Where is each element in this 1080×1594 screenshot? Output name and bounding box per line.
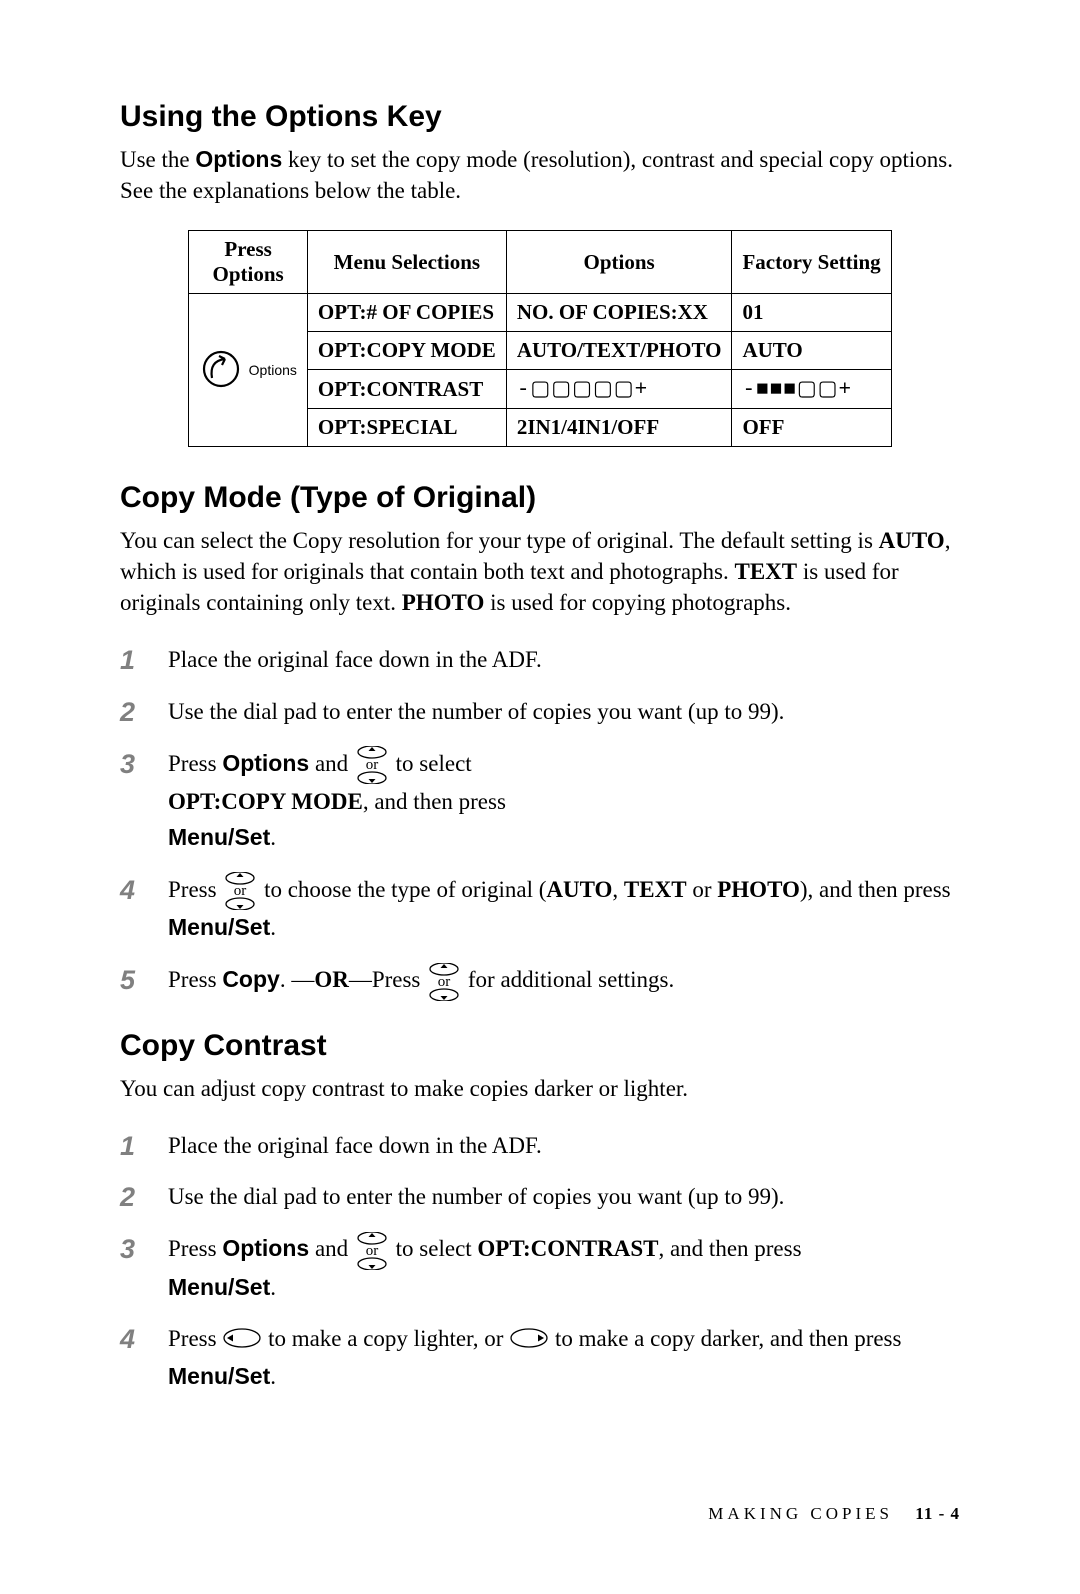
copy-mode-steps: Place the original face down in the ADF.… (120, 642, 960, 1000)
footer-label: MAKING COPIES (708, 1504, 893, 1523)
header-press: Press (224, 237, 271, 261)
text: , (612, 877, 624, 902)
text: , and then press (658, 1236, 801, 1261)
step-3: Press Options and to select OPT:CONTRAST… (120, 1231, 960, 1305)
options-keyword: Options (195, 146, 282, 172)
nav-or-icon (354, 1232, 390, 1270)
cell-options: NO. OF COPIES:XX (506, 294, 732, 332)
cell-menu: OPT:# OF COPIES (307, 294, 506, 332)
section3-intro: You can adjust copy contrast to make cop… (120, 1073, 960, 1104)
text: is used for copying photographs. (484, 590, 791, 615)
text: to choose the type of original ( (264, 877, 546, 902)
cell-factory: OFF (732, 409, 891, 447)
step-1: Place the original face down in the ADF. (120, 1128, 960, 1164)
keyword-auto: AUTO (879, 528, 945, 553)
text: for additional settings. (468, 967, 674, 992)
arrow-left-icon (222, 1323, 262, 1359)
step-5: Press Copy. —OR—Press for additional set… (120, 962, 960, 1001)
header-options: Options (213, 262, 284, 286)
step-2: Use the dial pad to enter the number of … (120, 694, 960, 730)
text: —Press (349, 967, 426, 992)
options-table: Press Options Menu Selections Options Fa… (188, 230, 891, 447)
section-title-options-key: Using the Options Key (120, 100, 960, 134)
step-3: Press Options and to select OPT:COPY MOD… (120, 746, 960, 856)
section-title-copy-mode: Copy Mode (Type of Original) (120, 481, 960, 515)
text: Press (168, 967, 222, 992)
text: to select (396, 751, 472, 776)
cell-factory: AUTO (732, 332, 891, 370)
text: . (270, 1275, 276, 1300)
section-title-copy-contrast: Copy Contrast (120, 1029, 960, 1063)
keyword-menu-set: Menu/Set (168, 1274, 270, 1300)
keyword-menu-set: Menu/Set (168, 914, 270, 940)
nav-or-icon (426, 963, 462, 1001)
keyword-or: OR (314, 967, 349, 992)
text: or (687, 877, 718, 902)
options-keyword: Options (222, 1235, 309, 1261)
col-factory-setting: Factory Setting (732, 231, 891, 294)
text: to make a copy darker, and then press (555, 1326, 902, 1351)
cell-options: 2IN1/4IN1/OFF (506, 409, 732, 447)
keyword-opt-contrast: OPT:CONTRAST (477, 1236, 658, 1261)
keyword-text: TEXT (735, 559, 798, 584)
cell-menu: OPT:CONTRAST (307, 370, 506, 409)
col-options: Options (506, 231, 732, 294)
text: Press (168, 751, 222, 776)
cell-options: -▢▢▢▢▢+ (506, 370, 732, 409)
manual-page: Using the Options Key Use the Options ke… (0, 0, 1080, 1594)
keyword-menu-set: Menu/Set (168, 824, 270, 850)
cell-menu: OPT:COPY MODE (307, 332, 506, 370)
options-key-cell: Options (189, 294, 308, 447)
nav-or-icon (354, 746, 390, 784)
step-4: Press to make a copy lighter, or to make… (120, 1321, 960, 1394)
keyword-photo: PHOTO (402, 590, 485, 615)
text: and (309, 751, 354, 776)
options-keyword: Options (222, 750, 309, 776)
col-menu-selections: Menu Selections (307, 231, 506, 294)
keyword-text: TEXT (624, 877, 687, 902)
text: You can select the Copy resolution for y… (120, 528, 879, 553)
cell-factory: -■■■▢▢+ (732, 370, 891, 409)
keyword-copy: Copy (222, 966, 280, 992)
keyword-auto: AUTO (546, 877, 612, 902)
text: . — (280, 967, 315, 992)
keyword-menu-set: Menu/Set (168, 1363, 270, 1389)
text: Press (168, 1326, 222, 1351)
keyword-photo: PHOTO (717, 877, 800, 902)
text: Use the (120, 147, 195, 172)
text: Press (168, 1236, 222, 1261)
page-number: 11 - 4 (915, 1504, 960, 1523)
step-1: Place the original face down in the ADF. (120, 642, 960, 678)
options-key-icon (199, 347, 243, 394)
text: to make a copy lighter, or (268, 1326, 509, 1351)
text: and (309, 1236, 354, 1261)
section2-intro: You can select the Copy resolution for y… (120, 525, 960, 618)
page-footer: MAKING COPIES 11 - 4 (120, 1504, 960, 1524)
step-4: Press to choose the type of original (AU… (120, 872, 960, 946)
text: to select (396, 1236, 478, 1261)
col-press-options: Press Options (189, 231, 308, 294)
text: . (270, 915, 276, 940)
cell-factory: 01 (732, 294, 891, 332)
section1-intro: Use the Options key to set the copy mode… (120, 144, 960, 206)
text: . (270, 1364, 276, 1389)
arrow-right-icon (509, 1323, 549, 1359)
cell-menu: OPT:SPECIAL (307, 409, 506, 447)
table-header-row: Press Options Menu Selections Options Fa… (189, 231, 891, 294)
text: ), and then press (800, 877, 951, 902)
nav-or-icon (222, 872, 258, 910)
copy-contrast-steps: Place the original face down in the ADF.… (120, 1128, 960, 1395)
table-row: Options OPT:# OF COPIES NO. OF COPIES:XX… (189, 294, 891, 332)
options-key-label: Options (249, 362, 297, 378)
keyword-opt-copy-mode: OPT:COPY MODE (168, 789, 363, 814)
step-2: Use the dial pad to enter the number of … (120, 1179, 960, 1215)
text: . (270, 825, 276, 850)
text: Press (168, 877, 222, 902)
cell-options: AUTO/TEXT/PHOTO (506, 332, 732, 370)
text: , and then press (363, 789, 506, 814)
